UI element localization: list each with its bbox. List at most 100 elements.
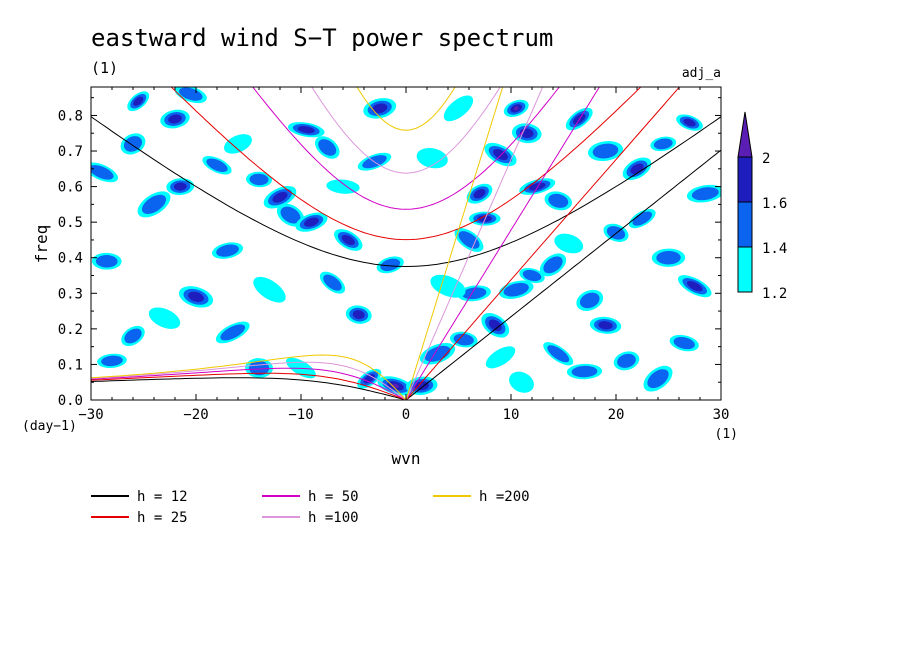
power-blob [137,191,171,218]
power-blob [166,178,195,196]
power-blob [91,162,119,183]
colorbar-label: 1.2 [762,286,787,302]
power-blob [215,321,250,344]
power-blob [376,256,404,274]
power-shading [91,87,721,396]
power-blob [345,305,372,324]
blob-level-1 [141,194,167,214]
dispersion-curve-h200 [405,87,504,400]
colorbar-label: 1.4 [762,241,787,257]
x-tick-label: −20 [183,407,208,423]
power-blob [148,307,181,329]
y-tick-label: 0.4 [58,251,83,267]
power-blob [363,98,397,119]
blob-level-1 [548,193,569,208]
blob-level-2 [304,217,319,227]
power-blob [97,353,127,368]
power-blob [121,325,145,347]
blob-level-1 [571,365,598,378]
colorbar-arrow [737,111,753,158]
power-blob [539,253,567,277]
blob-level-1 [318,139,337,156]
power-blob [449,331,478,348]
power-blob [509,371,534,393]
power-blob [519,178,556,195]
blob-level-2 [341,234,355,246]
power-blob [245,358,273,378]
dispersion-curve-h12 [91,116,721,268]
power-blob [589,316,622,334]
y-axis-label: freq [32,225,51,264]
chart-tag: adj_a [682,66,721,81]
blob-level-1 [216,244,239,257]
blob-level-1 [206,158,228,173]
blob-level-2 [133,96,144,106]
power-blob [686,184,721,203]
power-blob [481,312,510,338]
power-blob [246,171,272,188]
dispersion-curve-h12 [405,149,721,400]
blob-level-2 [173,182,187,191]
blob-level-0 [416,148,448,169]
y-axis-unit: (day−1) [22,419,77,434]
power-blob [377,376,414,396]
power-blob [503,99,529,117]
chart-subtitle: (1) [91,59,118,77]
colorbar-label: 2 [762,151,770,167]
x-tick-label: −30 [78,407,103,423]
dispersion-curve-h200 [91,354,407,400]
blob-level-1 [647,369,669,389]
power-blob [295,212,328,232]
x-axis-label: wvn [392,449,421,468]
blob-level-2 [473,188,486,199]
power-blob [677,275,712,298]
x-tick-label: 10 [503,407,520,423]
dispersion-curve-h50 [405,87,600,400]
colorbar-label: 1.6 [762,196,787,212]
blob-level-2 [528,182,546,191]
y-tick-label: 0.7 [58,144,83,160]
power-blob [178,286,214,308]
power-blob [457,285,491,302]
blob-level-1 [691,187,719,201]
power-blob [263,186,297,209]
legend-label: h =200 [479,489,530,505]
power-blob [628,209,656,229]
legend-item-h25: h = 25 [91,510,188,526]
dispersion-curve-h12 [91,377,407,400]
dispersion-curve-h100 [405,87,544,400]
dispersion-curve-h50 [252,87,560,210]
x-tick-label: 30 [713,407,730,423]
power-blob [543,342,574,366]
x-axis-unit: (1) [715,427,738,442]
y-tick-label: 0.8 [58,108,83,124]
power-blob [127,91,150,112]
dispersion-curve-h100 [311,87,501,174]
power-blob [224,134,252,154]
blob-level-1 [579,292,600,309]
blob-level-2 [488,319,502,332]
power-blob [202,156,232,175]
blob-level-1 [462,287,487,300]
y-tick-label: 0.0 [58,393,83,409]
blob-level-1 [592,143,619,159]
power-blob [651,248,686,267]
dispersion-curve-h200 [356,87,456,131]
blob-level-1 [124,328,142,344]
power-blob [650,136,677,152]
power-blob [416,148,448,169]
blob-level-2 [414,381,430,391]
power-blob [511,123,542,144]
power-blob [613,351,640,371]
blob-level-2 [297,126,315,134]
blob-level-1 [656,250,681,265]
power-blob [554,233,584,254]
blob-level-1 [323,274,342,291]
legend-label: h = 12 [137,489,188,505]
colorbar-swatch [737,246,753,293]
blob-level-1 [123,136,143,152]
x-tick-labels: −30 −20 −10 0 10 20 30 [78,407,729,423]
power-blob [160,109,190,129]
blob-level-1 [653,138,673,150]
